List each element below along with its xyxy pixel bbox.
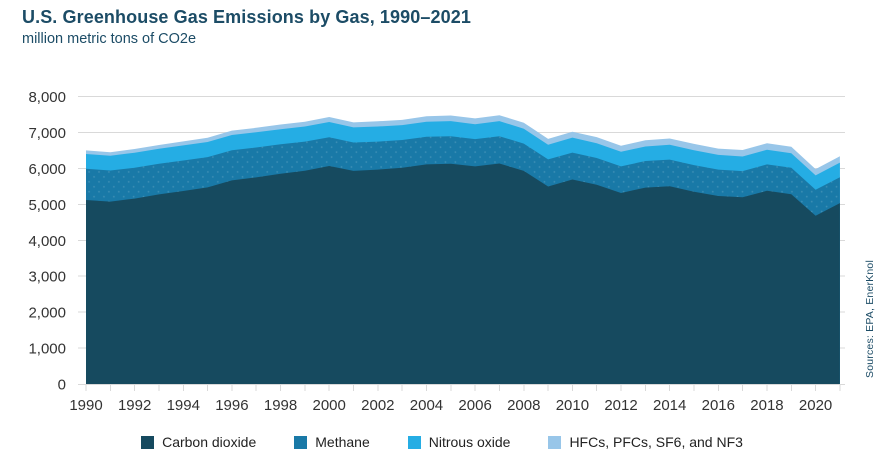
svg-text:2012: 2012 xyxy=(604,397,637,414)
svg-text:2002: 2002 xyxy=(361,397,394,414)
svg-text:2004: 2004 xyxy=(410,397,443,414)
svg-text:0: 0 xyxy=(58,377,66,394)
legend-swatch-methane xyxy=(294,435,308,449)
x-axis xyxy=(78,384,845,391)
svg-text:2020: 2020 xyxy=(799,397,832,414)
legend-label-hfcs: HFCs, PFCs, SF6, and NF3 xyxy=(569,434,743,450)
chart-legend: Carbon dioxide Methane Nitrous oxide HFC… xyxy=(0,434,884,450)
source-note: Sources: EPA, EnerKnol xyxy=(864,259,876,378)
svg-text:2006: 2006 xyxy=(458,397,491,414)
svg-text:2008: 2008 xyxy=(507,397,540,414)
svg-text:1992: 1992 xyxy=(118,397,151,414)
legend-label-methane: Methane xyxy=(315,434,370,450)
svg-text:1998: 1998 xyxy=(264,397,297,414)
legend-item-carbon-dioxide: Carbon dioxide xyxy=(141,434,256,450)
svg-text:2018: 2018 xyxy=(750,397,783,414)
svg-text:1990: 1990 xyxy=(69,397,102,414)
chart-header: U.S. Greenhouse Gas Emissions by Gas, 19… xyxy=(22,7,471,47)
legend-swatch-carbon-dioxide xyxy=(141,435,155,449)
svg-text:1,000: 1,000 xyxy=(28,341,66,358)
x-axis-labels: 1990 1992 1994 1996 1998 2000 2002 2004 2006 2008… xyxy=(69,397,832,414)
svg-text:2016: 2016 xyxy=(702,397,735,414)
svg-text:4,000: 4,000 xyxy=(28,233,66,250)
svg-text:6,000: 6,000 xyxy=(28,161,66,178)
svg-text:8,000: 8,000 xyxy=(28,89,66,106)
area-series xyxy=(86,115,840,384)
y-axis-labels: 0 1,000 2,000 3,000 4,000 5,000 6,000 7,000 8,00… xyxy=(28,89,66,394)
legend-swatch-nitrous-oxide xyxy=(407,435,421,449)
svg-text:1994: 1994 xyxy=(167,397,200,414)
svg-text:7,000: 7,000 xyxy=(28,125,66,142)
svg-text:2000: 2000 xyxy=(313,397,346,414)
legend-label-nitrous-oxide: Nitrous oxide xyxy=(428,434,511,450)
svg-text:3,000: 3,000 xyxy=(28,269,66,286)
legend-item-nitrous-oxide: Nitrous oxide xyxy=(407,434,511,450)
legend-item-hfcs: HFCs, PFCs, SF6, and NF3 xyxy=(548,434,743,450)
svg-text:2014: 2014 xyxy=(653,397,686,414)
legend-label-carbon-dioxide: Carbon dioxide xyxy=(162,434,257,450)
chart-title: U.S. Greenhouse Gas Emissions by Gas, 19… xyxy=(22,7,471,27)
svg-text:2010: 2010 xyxy=(556,397,589,414)
emissions-area-chart: 0 1,000 2,000 3,000 4,000 5,000 6,000 7,000 8,00… xyxy=(28,89,845,414)
legend-item-methane: Methane xyxy=(294,434,370,450)
legend-swatch-hfcs xyxy=(548,435,562,449)
svg-text:1996: 1996 xyxy=(215,397,248,414)
svg-text:5,000: 5,000 xyxy=(28,197,66,214)
svg-text:2,000: 2,000 xyxy=(28,305,66,322)
chart-subtitle: million metric tons of CO2e xyxy=(22,31,197,47)
